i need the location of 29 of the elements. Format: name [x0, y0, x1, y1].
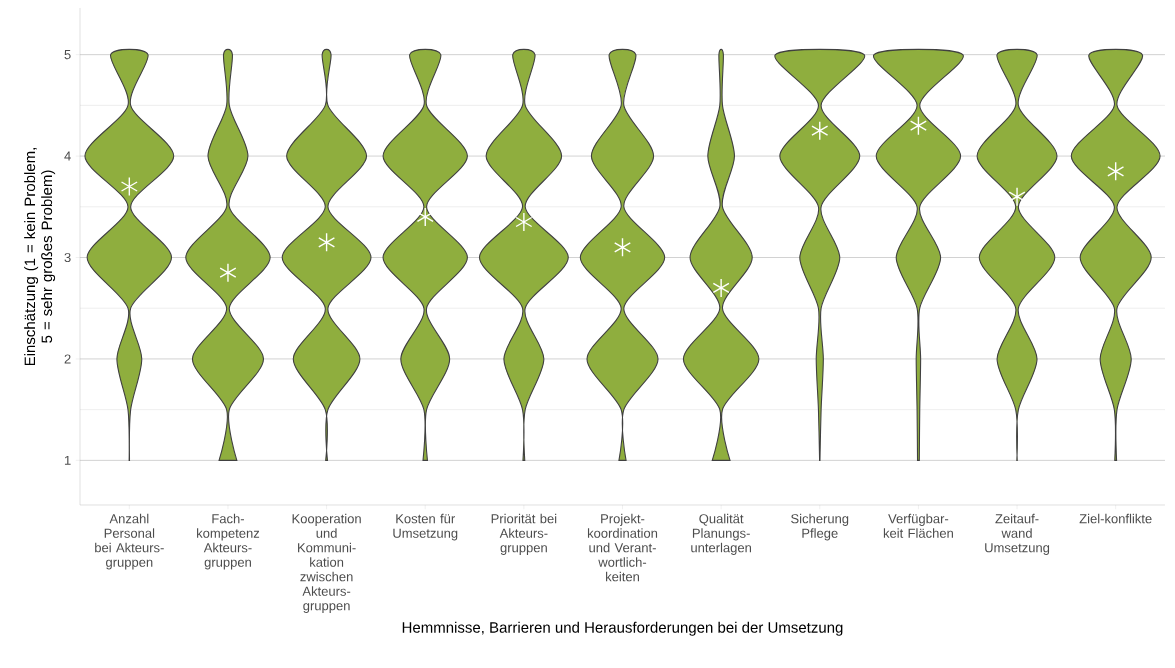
point	[712, 278, 730, 298]
point	[219, 263, 237, 283]
point	[120, 176, 138, 197]
y-axis-title: Einschätzung (1 = kein Problem, 5 = sehr großes Problem)	[24, 148, 56, 366]
point	[1008, 186, 1026, 207]
point	[318, 232, 336, 252]
x-tick-label: Priorität bei Akteurs-gruppen	[491, 513, 557, 555]
y-tick-label: 5	[64, 50, 71, 60]
point	[614, 237, 631, 258]
x-tick-label: Sicherung Pflege	[791, 513, 849, 541]
point	[1107, 161, 1125, 181]
x-tick-label: Kooperation und Kommuni-kation zwischen Akteurs-gruppen	[292, 513, 361, 613]
x-tick-label: Zeitauf-wand Umsetzung	[985, 513, 1050, 555]
x-tick-label: Ziel-konflikte	[1079, 513, 1152, 524]
x-tick-label: Projekt-koordination und Verant-wortlich-keiten	[587, 513, 658, 582]
y-tick-label: 2	[64, 354, 71, 364]
x-axis-title: Hemmnisse, Barrieren und Herausforderungen bei der Umsetzung	[402, 621, 843, 636]
x-tick-label: Verfügbar-keit Flächen	[883, 513, 953, 538]
point	[811, 121, 829, 141]
y-tick-label: 1	[64, 455, 71, 465]
y-tick-label: 3	[64, 252, 71, 263]
x-tick-label: Qualität Planungs-unterlagen	[691, 513, 751, 555]
point	[515, 212, 533, 232]
point	[416, 207, 434, 227]
x-tick-label: Fach-kompetenz Akteurs-gruppen	[197, 513, 260, 570]
y-tick-label: 4	[64, 151, 71, 161]
x-tick-label: Kosten für Umsetzung	[393, 513, 458, 541]
point	[909, 115, 927, 136]
x-tick-label: Anzahl Personal bei Akteurs-gruppen	[95, 513, 164, 570]
